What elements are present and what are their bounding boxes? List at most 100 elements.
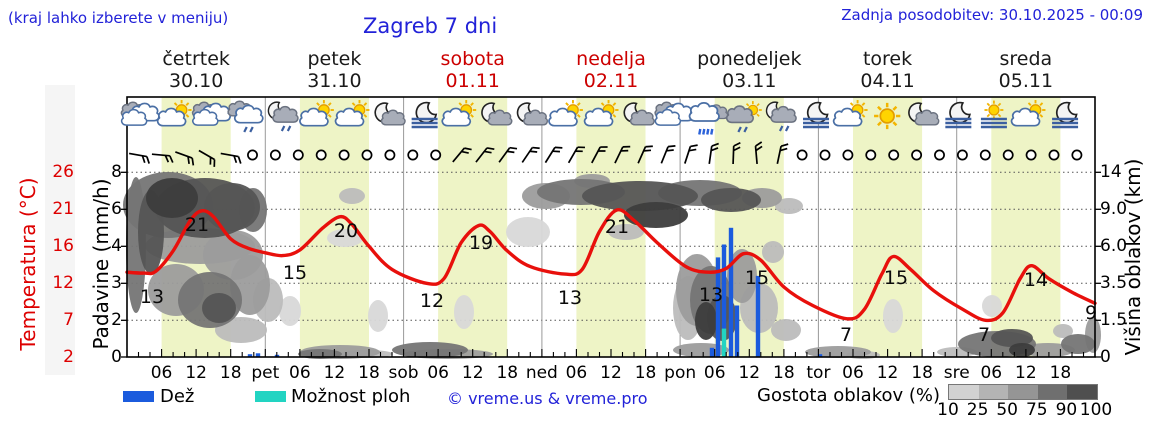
temp-value-label: 13	[699, 284, 723, 306]
wind-calm-icon	[1002, 149, 1014, 161]
wind-calm-icon	[384, 149, 396, 161]
shower-legend-swatch	[255, 391, 286, 402]
temp-value-label: 20	[334, 220, 358, 242]
time-label: 06	[565, 363, 588, 383]
wind-barb-icon	[637, 145, 653, 164]
wind-barb-icon	[521, 146, 540, 163]
time-label: 18	[1049, 363, 1072, 383]
cloud-contour	[454, 295, 474, 329]
day-name: ponedeljek	[697, 48, 802, 70]
cloud-density-gradient	[948, 384, 1098, 400]
precip-tick-label: 6	[111, 199, 122, 220]
temp-value-label: 9	[1085, 302, 1097, 324]
cloud-contour	[775, 198, 803, 214]
temp-tick-label: 12	[52, 273, 74, 294]
wind-calm-icon	[407, 149, 419, 161]
weather-icon-partly-sunny	[832, 100, 868, 127]
weather-icon-night-drizzle	[765, 101, 797, 132]
density-gradient-segment	[978, 385, 1009, 399]
time-label: 06	[150, 363, 173, 383]
day-name: torek	[862, 48, 913, 70]
weather-icon-night-fog	[945, 101, 972, 129]
cloud-contour	[695, 302, 717, 340]
weather-icon-night-cloudy	[908, 102, 940, 126]
cloud-contour	[701, 188, 761, 212]
rain-bar	[255, 353, 261, 357]
last-update: Zadnja posodobitev: 30.10.2025 - 00:09	[841, 6, 1143, 24]
wind-barb-icon	[684, 144, 698, 164]
wind-barb-icon	[776, 143, 789, 164]
cloud-contour	[673, 343, 729, 357]
wind-barb-icon	[220, 152, 242, 164]
temp-value-label: 13	[558, 287, 582, 309]
cloud-density-legend-label: Gostota oblakov (%)	[757, 385, 941, 406]
time-label: 18	[773, 363, 795, 383]
menu-note: (kraj lahko izberete v meniju)	[8, 9, 229, 27]
day-date: 05.11	[998, 70, 1054, 92]
cloud-contour	[506, 217, 550, 247]
rain-bar	[817, 354, 823, 357]
wind-calm-icon	[796, 149, 808, 161]
time-label: 12	[876, 363, 899, 383]
cloud-contour	[1053, 324, 1073, 338]
wind-calm-icon	[956, 149, 968, 161]
time-label: 18	[634, 363, 657, 383]
cloud-contour	[339, 188, 365, 204]
wind-barb-icon	[151, 153, 174, 163]
wind-barb-icon	[198, 149, 216, 167]
cloud-tick-label: 6.0	[1100, 236, 1128, 257]
day-date: 30.10	[168, 70, 224, 92]
wind-calm-icon	[338, 149, 350, 161]
precip-tick-label: 3	[111, 273, 122, 294]
rain-bar	[247, 354, 253, 357]
cloud-contour	[762, 241, 784, 263]
day-name: nedelja	[576, 48, 646, 70]
density-tick-label: 75	[1025, 400, 1048, 420]
page-title: Zagreb 7 dni	[363, 14, 498, 38]
precip-tick-label: 2	[111, 310, 122, 331]
weather-icon-night-cloudy	[623, 102, 655, 126]
wind-barb-icon	[475, 147, 495, 163]
cloud-tick-label: 14	[1100, 162, 1122, 183]
weather-icon-night-fog	[803, 101, 830, 129]
temp-value-label: 7	[840, 324, 852, 346]
weather-icon-partly-sunny	[334, 100, 370, 127]
day-abbrev-label: sre	[943, 363, 970, 383]
weather-icon-night-cloudy	[481, 102, 513, 126]
cloud-contour	[624, 202, 688, 228]
wind-barb-icon	[498, 146, 518, 163]
day-date: 01.11	[445, 70, 500, 92]
density-tick-label: 100	[1079, 400, 1113, 420]
wind-barb-icon	[567, 146, 586, 164]
shower-legend-label: Možnost ploh	[291, 386, 411, 407]
wind-calm-icon	[269, 149, 281, 161]
day-date: 03.11	[722, 70, 777, 92]
wind-barb-icon	[128, 152, 150, 164]
day-name: petek	[307, 48, 362, 70]
day-abbrev-label: pet	[251, 363, 280, 383]
weather-icon-night-fog	[1052, 101, 1079, 129]
density-tick-label: 50	[996, 400, 1018, 420]
time-label: 18	[219, 363, 242, 383]
time-label: 18	[496, 363, 519, 383]
wind-calm-icon	[865, 149, 877, 161]
temp-value-label: 12	[420, 290, 444, 312]
temp-value-label: 13	[140, 286, 164, 308]
weather-icon-partly-sunny	[156, 100, 192, 127]
wind-calm-icon	[1048, 149, 1060, 161]
precip-tick-label: 0	[111, 347, 122, 367]
temp-value-label: 15	[884, 267, 908, 289]
wind-calm-icon	[1071, 149, 1083, 161]
cloud-contour	[1061, 334, 1095, 354]
rain-bar	[728, 227, 734, 357]
cloud-tick-label: 1.5	[1100, 310, 1128, 331]
weather-icon-partly-sunny	[548, 100, 583, 127]
time-label: 06	[289, 363, 311, 383]
wind-barb-icon	[544, 146, 563, 164]
density-tick-label: 90	[1055, 400, 1078, 420]
time-label: 12	[1015, 363, 1037, 383]
weather-icon-partly-sunny	[1010, 100, 1046, 127]
time-label: 12	[323, 363, 346, 383]
cloud-contour	[608, 224, 644, 240]
copyright-link[interactable]: © vreme.us & vreme.pro	[447, 389, 648, 408]
